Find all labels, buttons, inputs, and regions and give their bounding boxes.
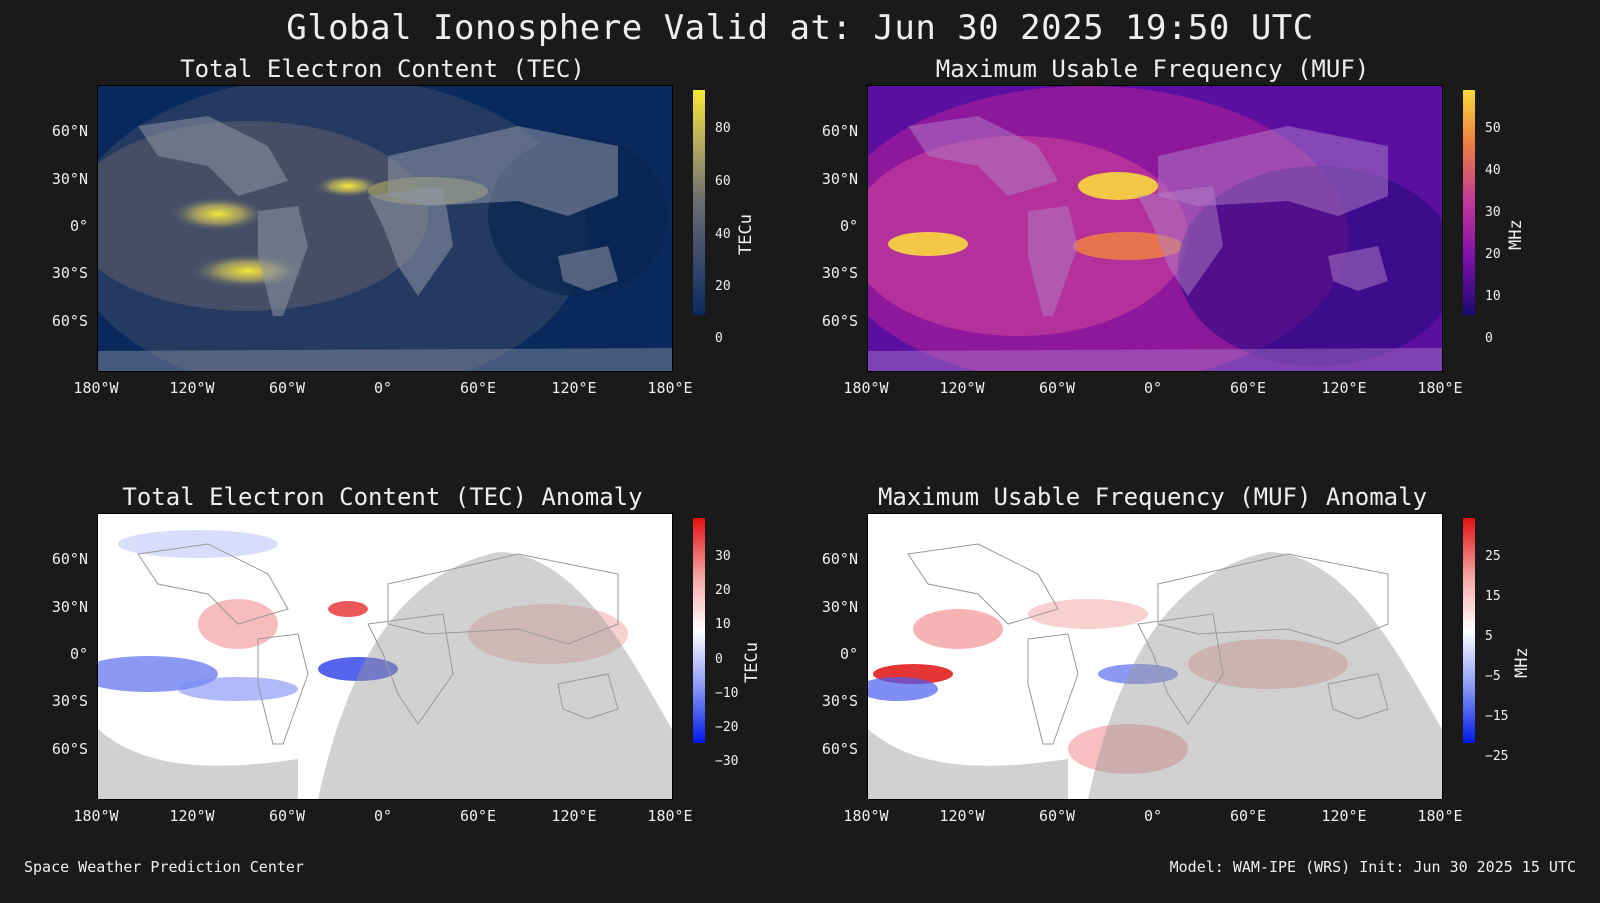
tec-anomaly-panel: Total Electron Content (TEC) Anomaly 60°… [0,483,780,903]
lon-tick: 180°W [843,379,889,397]
lon-tick: 60°W [268,379,306,397]
lat-tick: 60°S [821,312,858,330]
muf-panel-title: Maximum Usable Frequency (MUF) [935,55,1370,83]
lat-tick: 0° [69,645,88,663]
muf-cbar-tick: 10 [1485,289,1501,304]
tec-anomaly-cbar-tick: 30 [715,549,731,564]
lon-tick: 60°W [1038,807,1076,825]
lon-tick: 180°E [647,379,693,397]
lon-tick: 0° [373,807,393,825]
tec-anomaly-cbar-label: TECu [742,642,762,683]
lon-tick: 180°W [73,807,119,825]
tec-cbar-tick: 80 [715,121,731,136]
lat-tick: 60°S [51,312,88,330]
lon-tick: 180°W [73,379,119,397]
muf-panel: Maximum Usable Frequency (MUF) 60°N 30°N… [770,55,1550,475]
muf-cbar-tick: 30 [1485,205,1501,220]
tec-anomaly-colorbar [693,518,705,743]
lat-tick: 30°N [821,170,858,188]
muf-cbar-tick: 40 [1485,163,1501,178]
lon-tick: 120°W [939,807,985,825]
lon-tick: 0° [1143,807,1163,825]
tec-map [97,85,673,372]
tec-anomaly-cbar-tick: −20 [715,720,739,735]
lat-tick: 30°N [821,598,858,616]
muf-anomaly-cbar-tick: −25 [1485,749,1509,764]
tec-anomaly-cbar-tick: 0 [715,652,723,667]
lon-tick: 180°E [1417,379,1463,397]
lon-tick: 60°E [1229,379,1267,397]
lat-tick: 30°S [821,264,858,282]
lat-tick: 0° [839,217,858,235]
lat-tick: 60°N [51,550,88,568]
lon-tick: 180°E [647,807,693,825]
lon-tick: 60°W [268,807,306,825]
lat-tick: 60°N [821,122,858,140]
lat-tick: 0° [839,645,858,663]
muf-anomaly-cbar-tick: 25 [1485,549,1501,564]
muf-anomaly-panel-title: Maximum Usable Frequency (MUF) Anomaly [877,483,1428,511]
lon-tick: 120°W [169,379,215,397]
lat-tick: 60°S [51,740,88,758]
tec-cbar-label: TECu [736,214,756,255]
lon-tick: 60°E [1229,807,1267,825]
lon-tick: 120°E [551,379,597,397]
lat-tick: 30°N [51,170,88,188]
footer-model-info: Model: WAM-IPE (WRS) Init: Jun 30 2025 1… [1169,858,1576,876]
muf-cbar-tick: 50 [1485,121,1501,136]
tec-anomaly-cbar-tick: −30 [715,754,739,769]
tec-panel-title: Total Electron Content (TEC) [180,55,585,83]
muf-cbar-tick: 20 [1485,247,1501,262]
lat-tick: 60°S [821,740,858,758]
lon-tick: 120°E [1321,379,1367,397]
lon-tick: 60°W [1038,379,1076,397]
lon-tick: 0° [1143,379,1163,397]
tec-cbar-tick: 60 [715,174,731,189]
lat-tick: 30°S [51,692,88,710]
lon-tick: 0° [373,379,393,397]
muf-cbar-label: MHz [1506,219,1526,250]
muf-map [867,85,1443,372]
lat-tick: 60°N [51,122,88,140]
lat-tick: 30°S [51,264,88,282]
tec-anomaly-cbar-tick: 20 [715,583,731,598]
muf-anomaly-cbar-tick: −15 [1485,709,1509,724]
lat-tick: 60°N [821,550,858,568]
tec-anomaly-cbar-tick: 10 [715,617,731,632]
tec-cbar-tick: 40 [715,227,731,242]
muf-anomaly-cbar-label: MHz [1512,647,1532,678]
tec-cbar-tick: 20 [715,279,731,294]
tec-cbar-tick: 0 [715,331,723,346]
footer-credit: Space Weather Prediction Center [24,858,304,876]
lat-tick: 30°S [821,692,858,710]
lon-tick: 120°W [939,379,985,397]
tec-anomaly-map [97,513,673,800]
lon-tick: 60°E [459,807,497,825]
lat-tick: 0° [69,217,88,235]
tec-panel: Total Electron Content (TEC) 60°N 30°N 0… [0,55,780,475]
muf-anomaly-panel: Maximum Usable Frequency (MUF) Anomaly 6… [770,483,1550,903]
muf-anomaly-cbar-tick: 15 [1485,589,1501,604]
lon-tick: 120°W [169,807,215,825]
muf-anomaly-colorbar [1463,518,1475,743]
tec-colorbar [693,90,705,315]
tec-anomaly-panel-title: Total Electron Content (TEC) Anomaly [122,483,643,511]
main-title: Global Ionosphere Valid at: Jun 30 2025 … [286,8,1314,48]
lat-tick: 30°N [51,598,88,616]
muf-anomaly-cbar-tick: −5 [1485,669,1501,684]
lon-tick: 120°E [551,807,597,825]
lon-tick: 120°E [1321,807,1367,825]
lon-tick: 180°E [1417,807,1463,825]
lon-tick: 180°W [843,807,889,825]
muf-anomaly-map [867,513,1443,800]
muf-cbar-tick: 0 [1485,331,1493,346]
tec-anomaly-cbar-tick: −10 [715,686,739,701]
lon-tick: 60°E [459,379,497,397]
muf-anomaly-cbar-tick: 5 [1485,629,1493,644]
muf-colorbar [1463,90,1475,315]
